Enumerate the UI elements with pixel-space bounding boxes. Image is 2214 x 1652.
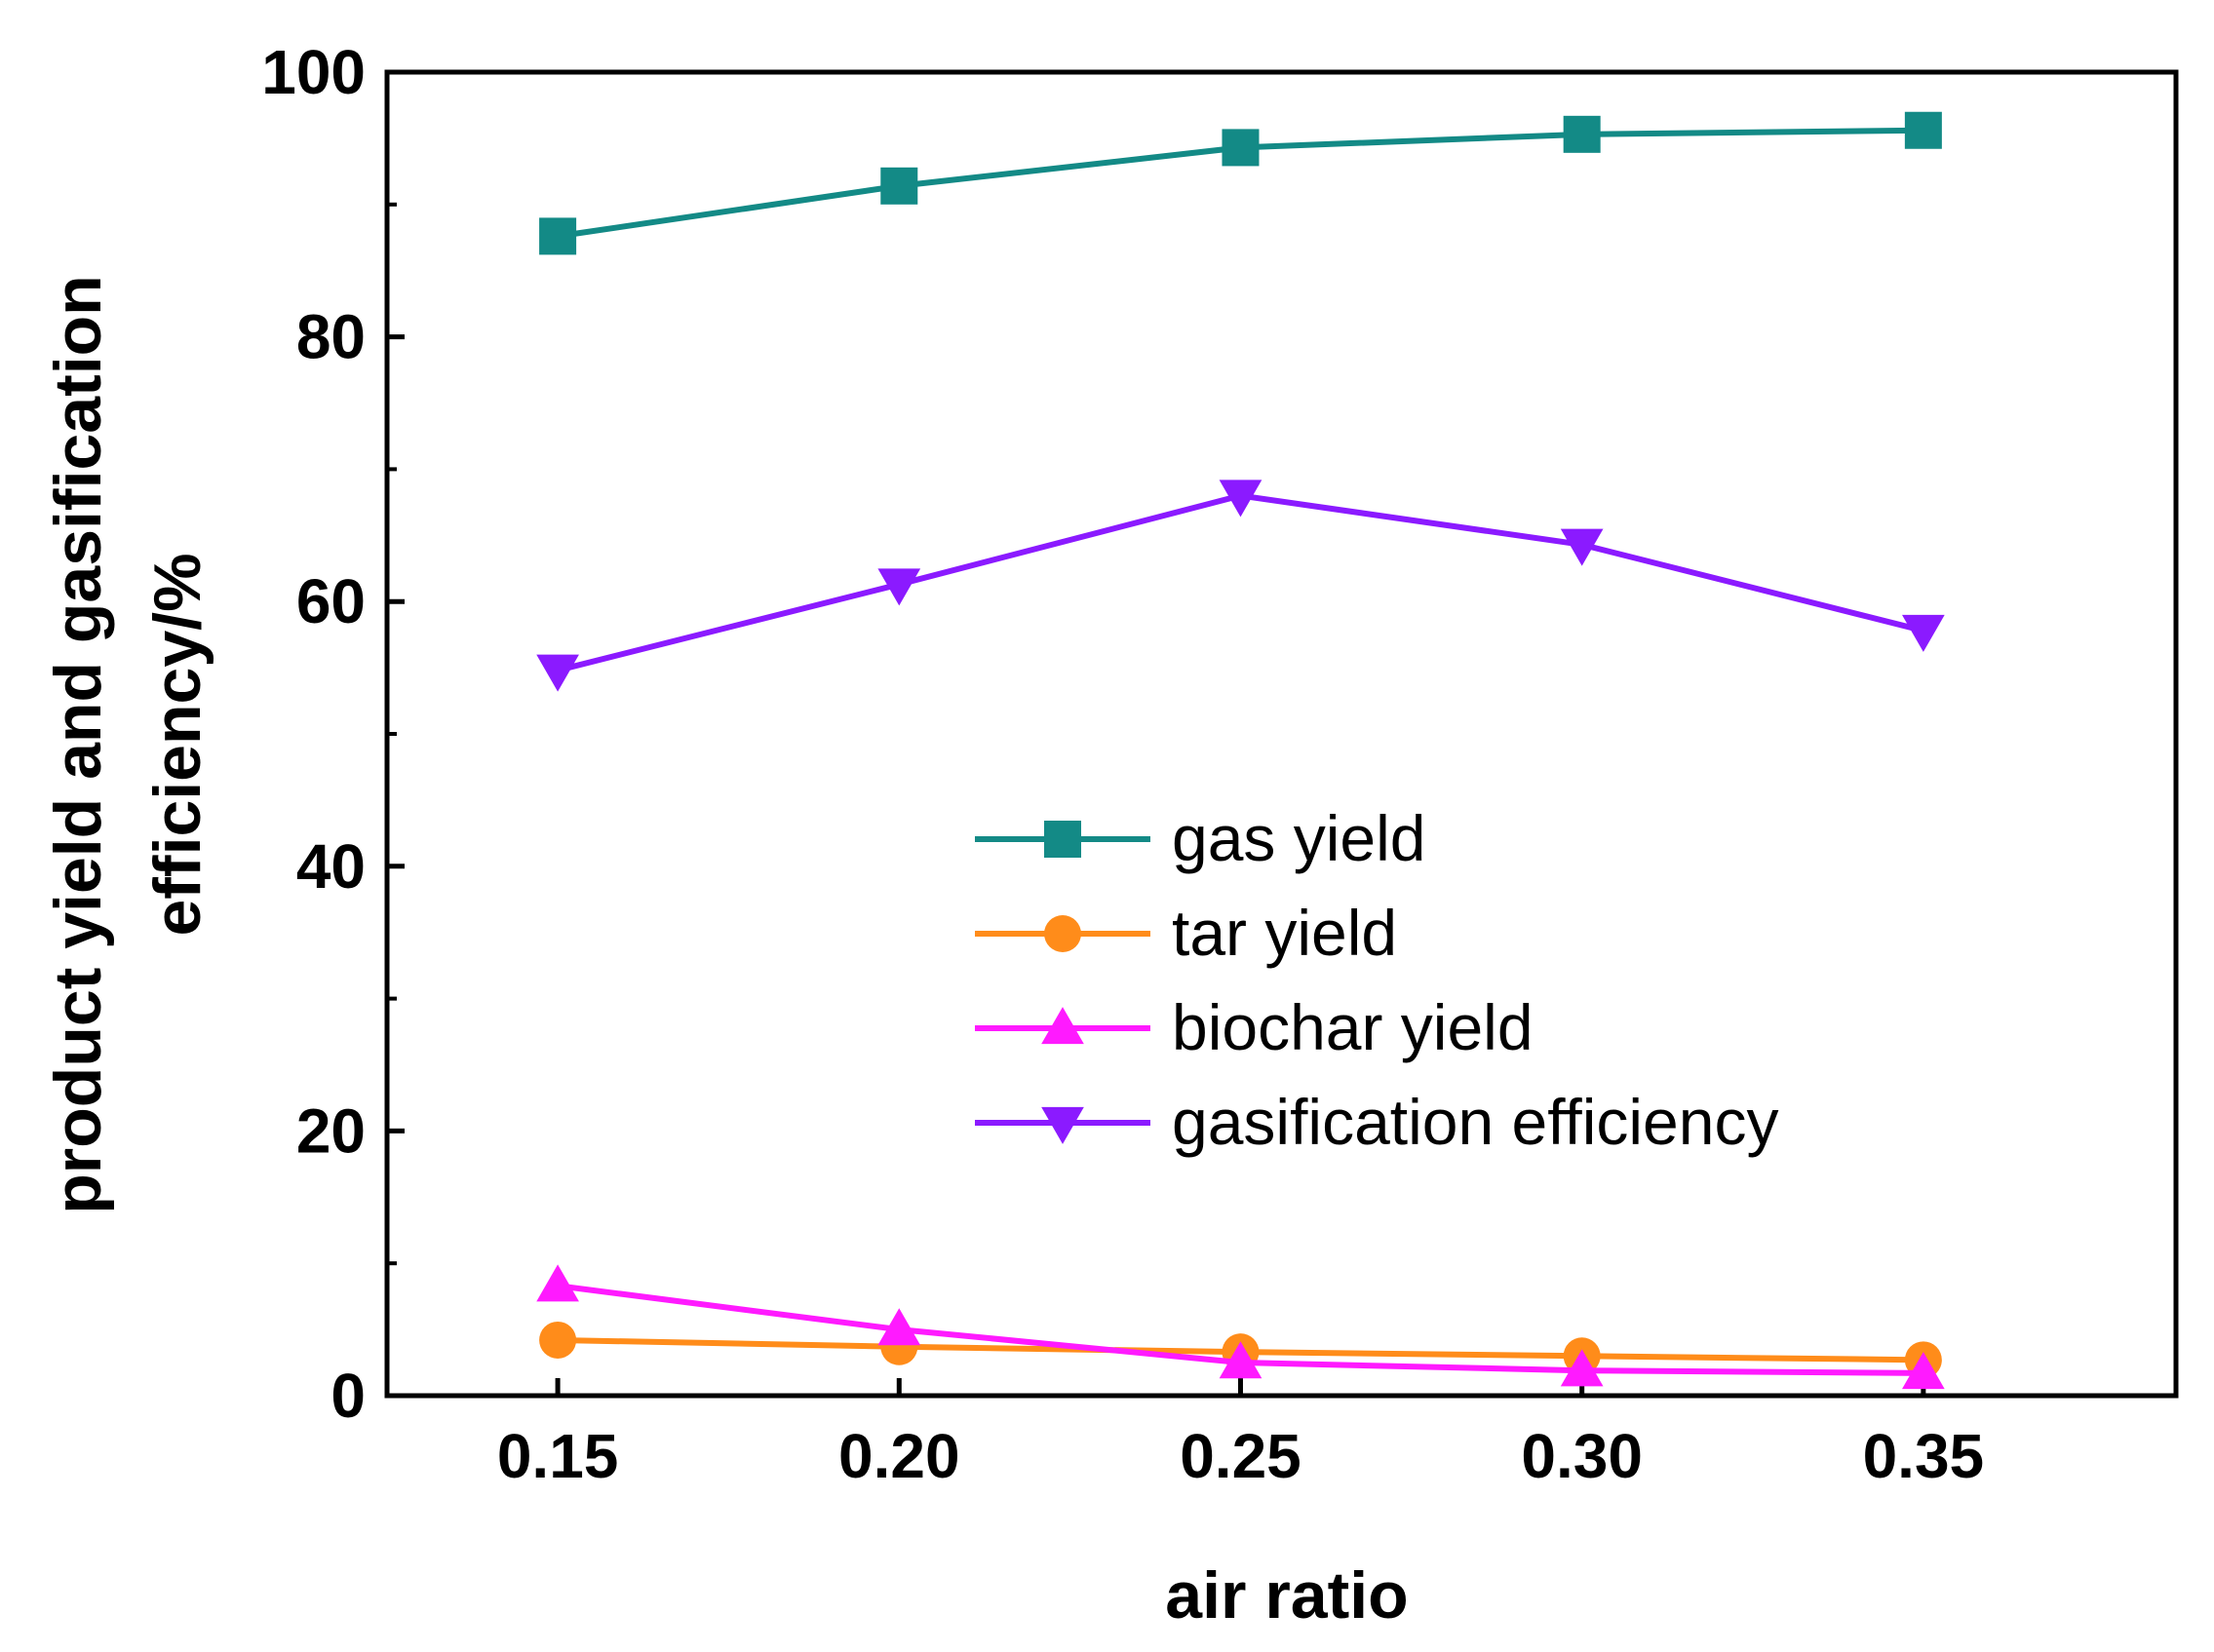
gasification-efficiency-point <box>1560 528 1604 566</box>
y-axis: 0 20 40 60 80 100 <box>261 37 405 1431</box>
legend-item-gas-yield: gas yield <box>975 802 1426 874</box>
legend-item-tar-yield: tar yield <box>975 897 1397 969</box>
legend-item-gasification-efficiency: gasification efficiency <box>975 1086 1778 1158</box>
biochar-yield-point <box>877 1308 921 1346</box>
series-gasification-efficiency <box>536 480 1945 692</box>
x-tick-label: 0.15 <box>497 1421 619 1491</box>
gas-yield-point <box>1222 129 1260 167</box>
plot-frame <box>384 69 2179 1399</box>
gas-yield-point <box>880 167 918 205</box>
gasification-efficiency-point <box>877 568 921 606</box>
biochar-yield-point <box>536 1264 579 1302</box>
series-layer <box>536 111 1945 1390</box>
biochar-yield-point <box>1560 1349 1604 1387</box>
biochar-yield-point <box>1219 1341 1262 1379</box>
gasification-efficiency-point <box>1902 614 1945 652</box>
y-tick-label: 20 <box>296 1095 366 1166</box>
y-axis-title-line2: efficiency/% <box>140 553 214 936</box>
legend-label: tar yield <box>1172 897 1397 969</box>
y-tick-label: 80 <box>296 302 366 372</box>
legend-label: biochar yield <box>1172 991 1534 1063</box>
x-axis-title: air ratio <box>1165 1558 1408 1633</box>
legend-item-biochar-yield: biochar yield <box>975 991 1534 1063</box>
plot-border <box>384 69 2179 1399</box>
legend-swatch-marker <box>1041 1106 1084 1144</box>
x-axis: 0.15 0.20 0.25 0.30 0.35 <box>497 1378 1984 1491</box>
x-tick-label: 0.35 <box>1863 1421 1985 1491</box>
gas-yield-point <box>1563 115 1601 153</box>
gasification-efficiency-point <box>536 654 579 692</box>
series-biochar-yield <box>536 1264 1945 1390</box>
gas-yield-point <box>1904 111 1942 149</box>
gasification-efficiency-point <box>1219 480 1262 518</box>
legend: gas yield tar yield biochar yield gasificat… <box>975 802 1778 1158</box>
y-axis-title-line1: product yield and gasification <box>41 275 115 1213</box>
legend-swatch-marker <box>1041 1007 1084 1045</box>
legend-label: gasification efficiency <box>1172 1086 1778 1158</box>
y-tick-label: 0 <box>330 1361 366 1431</box>
x-tick-label: 0.30 <box>1521 1421 1643 1491</box>
y-tick-label: 60 <box>296 566 366 636</box>
legend-label: gas yield <box>1172 802 1426 874</box>
gas-yield-point <box>539 217 577 255</box>
x-tick-label: 0.25 <box>1180 1421 1301 1491</box>
legend-swatch-marker <box>1044 821 1081 858</box>
series-gas-yield <box>539 111 1942 255</box>
legend-swatch-marker <box>1044 915 1081 952</box>
gasification-efficiency-line <box>557 492 1924 673</box>
y-tick-label: 40 <box>296 831 366 902</box>
y-tick-label: 100 <box>261 37 366 107</box>
biochar-yield-point <box>1902 1352 1945 1390</box>
tar-yield-point <box>539 1321 577 1359</box>
x-tick-label: 0.20 <box>838 1421 960 1491</box>
